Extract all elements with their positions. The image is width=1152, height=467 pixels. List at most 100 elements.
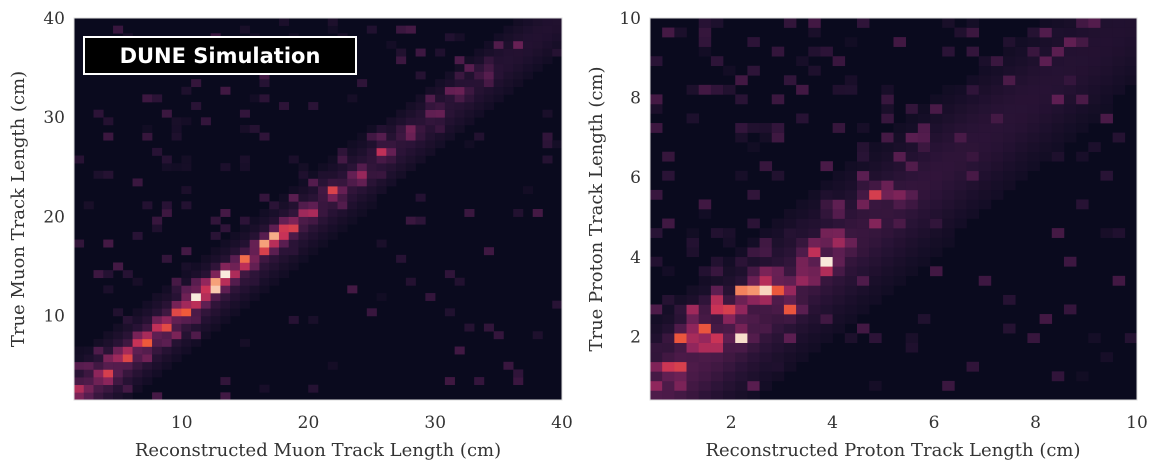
heatmap-cell bbox=[759, 256, 773, 267]
proton-heatmap-cells bbox=[650, 18, 1138, 401]
heatmap-cell bbox=[735, 275, 748, 286]
heatmap-cell bbox=[954, 113, 967, 124]
heatmap-cell bbox=[674, 380, 687, 391]
heatmap-cell bbox=[869, 209, 882, 219]
heatmap-cell bbox=[723, 304, 736, 315]
heatmap-cell bbox=[230, 277, 241, 286]
heatmap-cell bbox=[181, 163, 192, 172]
heatmap-cell bbox=[366, 124, 377, 133]
heatmap-cell bbox=[415, 140, 426, 149]
heatmap-cell bbox=[503, 86, 514, 95]
heatmap-cell bbox=[844, 228, 858, 238]
heatmap-cell bbox=[869, 199, 882, 210]
heatmap-cell bbox=[978, 199, 992, 210]
heatmap-cell bbox=[415, 102, 426, 110]
heatmap-cell bbox=[1100, 37, 1113, 47]
heatmap-cell bbox=[298, 170, 309, 179]
heatmap-cell bbox=[308, 216, 319, 225]
heatmap-cell bbox=[650, 380, 663, 391]
heatmap-cell bbox=[771, 323, 785, 334]
heatmap-cell bbox=[464, 63, 475, 72]
heatmap-cell bbox=[161, 300, 172, 309]
heatmap-cell bbox=[249, 293, 260, 301]
heatmap-cell bbox=[1051, 228, 1065, 238]
heatmap-cell bbox=[759, 361, 773, 372]
heatmap-cell bbox=[1051, 84, 1065, 95]
heatmap-cell bbox=[405, 25, 416, 34]
heatmap-cell bbox=[856, 323, 870, 334]
heatmap-cell bbox=[1003, 132, 1016, 143]
heatmap-cell bbox=[288, 155, 299, 164]
heatmap-cell bbox=[74, 239, 85, 248]
heatmap-cell bbox=[132, 178, 143, 187]
heatmap-cell bbox=[966, 132, 980, 143]
heatmap-cell bbox=[978, 75, 992, 86]
heatmap-cell bbox=[1063, 27, 1077, 38]
heatmap-cell bbox=[978, 65, 992, 76]
heatmap-cell bbox=[327, 163, 338, 172]
heatmap-cell bbox=[269, 247, 280, 256]
heatmap-cell bbox=[966, 142, 980, 152]
heatmap-cell bbox=[1015, 170, 1028, 181]
heatmap-cell bbox=[230, 231, 241, 240]
heatmap-cell bbox=[152, 308, 163, 317]
heatmap-cell bbox=[905, 237, 919, 248]
heatmap-cell bbox=[686, 352, 699, 363]
heatmap-cell bbox=[796, 285, 809, 296]
heatmap-cell bbox=[747, 361, 760, 372]
heatmap-cell bbox=[386, 132, 397, 141]
heatmap-cell bbox=[1027, 84, 1040, 95]
heatmap-cell bbox=[930, 142, 943, 152]
heatmap-cell bbox=[856, 123, 870, 133]
heatmap-cell bbox=[930, 180, 943, 191]
heatmap-cell bbox=[674, 333, 687, 343]
heatmap-cell bbox=[103, 346, 114, 355]
heatmap-cell bbox=[474, 377, 485, 386]
heatmap-cell bbox=[152, 300, 163, 309]
proton-y-axis-label: True Proton Track Length (cm) bbox=[586, 66, 607, 351]
heatmap-cell bbox=[856, 228, 870, 238]
heatmap-cell bbox=[288, 209, 299, 217]
heatmap-cell bbox=[954, 189, 967, 200]
heatmap-cell bbox=[820, 161, 833, 172]
heatmap-cell bbox=[425, 86, 436, 95]
heatmap-cell bbox=[415, 193, 426, 202]
heatmap-cell bbox=[747, 37, 760, 47]
heatmap-cell bbox=[113, 323, 124, 332]
heatmap-cell bbox=[474, 86, 485, 95]
heatmap-cell bbox=[230, 239, 241, 248]
heatmap-cell bbox=[686, 84, 699, 95]
heatmap-cell bbox=[905, 161, 919, 172]
heatmap-cell bbox=[425, 94, 436, 103]
heatmap-cell bbox=[259, 193, 270, 202]
heatmap-cell bbox=[1124, 56, 1138, 67]
heatmap-cell bbox=[1088, 18, 1101, 28]
heatmap-cell bbox=[990, 142, 1004, 152]
heatmap-cell bbox=[161, 323, 172, 332]
heatmap-cell bbox=[917, 113, 931, 124]
heatmap-cell bbox=[74, 354, 85, 363]
heatmap-cell bbox=[1063, 37, 1077, 47]
heatmap-cell bbox=[723, 390, 736, 401]
heatmap-cell bbox=[710, 294, 724, 305]
heatmap-cell bbox=[103, 392, 114, 401]
proton-axis-ticks: 2 4 6 8 10 2 4 6 8 10 bbox=[619, 9, 1147, 433]
heatmap-cell bbox=[1015, 151, 1028, 162]
heatmap-cell bbox=[513, 369, 524, 378]
heatmap-cell bbox=[905, 218, 919, 229]
heatmap-cell bbox=[674, 371, 687, 382]
heatmap-cell bbox=[942, 151, 955, 162]
heatmap-cell bbox=[1015, 94, 1028, 105]
heatmap-cell bbox=[674, 294, 687, 305]
heatmap-cell bbox=[856, 170, 870, 181]
heatmap-cell bbox=[318, 216, 329, 225]
heatmap-cell bbox=[435, 86, 446, 95]
heatmap-cell bbox=[783, 361, 797, 372]
heatmap-cell bbox=[710, 323, 724, 334]
heatmap-cell bbox=[327, 201, 338, 210]
heatmap-cell bbox=[990, 103, 1004, 114]
heatmap-cell bbox=[405, 216, 416, 225]
heatmap-cell bbox=[308, 384, 319, 393]
heatmap-cell bbox=[881, 113, 894, 124]
heatmap-cell bbox=[735, 132, 748, 143]
